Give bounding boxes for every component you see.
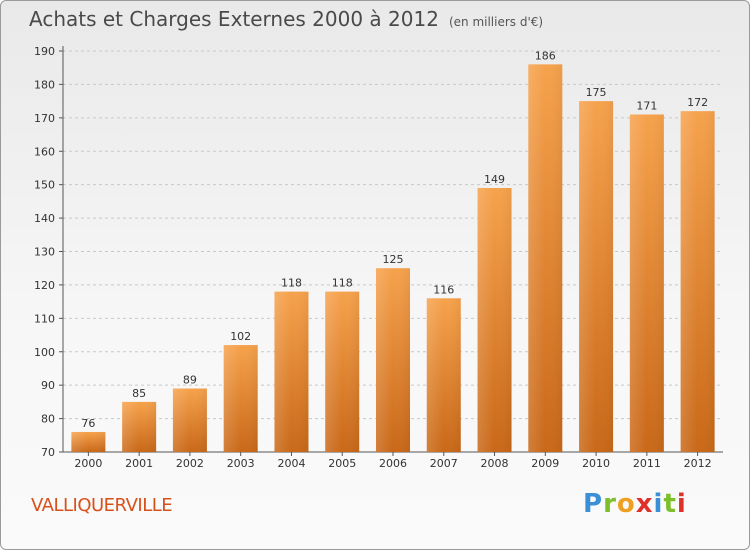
x-tick-label: 2009 <box>531 457 559 470</box>
title-text: Achats et Charges Externes 2000 à 2012 <box>29 7 439 31</box>
chart-title: Achats et Charges Externes 2000 à 2012 (e… <box>29 7 543 31</box>
value-label: 149 <box>484 173 505 186</box>
bar-sheen <box>122 401 157 452</box>
bar-sheen <box>376 268 410 452</box>
x-tick-label: 2003 <box>227 457 255 470</box>
value-label: 172 <box>687 96 708 109</box>
y-tick-label: 170 <box>34 112 55 125</box>
bar-sheen <box>172 388 207 452</box>
value-label: 186 <box>535 49 556 62</box>
value-label: 125 <box>383 253 404 266</box>
bar-2008 <box>477 188 512 452</box>
value-label: 76 <box>81 417 95 430</box>
bar-2006 <box>376 268 410 452</box>
x-tick-label: 2001 <box>125 457 153 470</box>
logo-letter: r <box>603 489 617 519</box>
x-tick-label: 2005 <box>328 457 356 470</box>
bar-2009 <box>528 64 563 452</box>
y-tick-label: 130 <box>34 246 55 259</box>
x-tick-label: 2012 <box>684 457 712 470</box>
x-tick-label: 2010 <box>582 457 610 470</box>
y-tick-label: 190 <box>34 45 55 58</box>
y-tick-label: 100 <box>34 346 55 359</box>
y-tick-label: 70 <box>41 446 55 459</box>
x-tick-label: 2004 <box>277 457 305 470</box>
y-tick-label: 150 <box>34 179 55 192</box>
chart-subtitle: (en milliers d'€) <box>448 15 544 29</box>
y-tick-label: 120 <box>34 279 55 292</box>
value-label: 89 <box>183 374 197 387</box>
bar-sheen <box>680 111 715 453</box>
x-tick-label: 2000 <box>74 457 102 470</box>
y-tick-label: 180 <box>34 78 55 91</box>
logo-letter: i <box>676 489 687 519</box>
y-tick-label: 140 <box>34 212 55 225</box>
y-tick-label: 80 <box>41 413 55 426</box>
bar-sheen <box>223 345 258 452</box>
proxiti-logo: Proxiti <box>583 489 687 519</box>
label-layer: 2000 76 2001 85 2002 89 2003 102 2004 118 2005 118 2… <box>74 49 711 470</box>
bar-2007 <box>426 298 461 452</box>
value-label: 85 <box>132 387 146 400</box>
logo-letter: t <box>663 489 677 519</box>
value-label: 102 <box>230 330 251 343</box>
logo-letter: o <box>616 489 636 519</box>
bar-sheen <box>71 431 106 452</box>
bar-2002 <box>172 388 207 452</box>
x-tick-label: 2008 <box>481 457 509 470</box>
bar-sheen <box>426 298 461 452</box>
y-tick-label: 90 <box>41 379 55 392</box>
x-tick-label: 2007 <box>430 457 458 470</box>
bar-sheen <box>579 101 614 452</box>
x-tick-label: 2002 <box>176 457 204 470</box>
x-tick-label: 2011 <box>633 457 661 470</box>
bar-2001 <box>122 401 157 452</box>
y-tick-label: 160 <box>34 145 55 158</box>
x-tick-label: 2006 <box>379 457 407 470</box>
bar-layer <box>71 64 715 453</box>
bar-2004 <box>274 291 309 452</box>
y-tick-label: 110 <box>34 312 55 325</box>
bar-2012 <box>680 111 715 453</box>
bar-sheen <box>629 114 664 452</box>
bar-2011 <box>629 114 664 452</box>
value-label: 171 <box>636 99 657 112</box>
bar-2003 <box>223 345 258 452</box>
logo-letter: i <box>653 489 664 519</box>
bar-sheen <box>528 64 563 452</box>
bar-sheen <box>274 291 309 452</box>
value-label: 175 <box>586 86 607 99</box>
logo-letter: x <box>635 489 654 519</box>
bar-2010 <box>579 101 614 452</box>
value-label: 118 <box>281 277 302 290</box>
bar-sheen <box>477 188 512 452</box>
bar-2000 <box>71 431 106 452</box>
value-label: 116 <box>433 283 454 296</box>
value-label: 118 <box>332 277 353 290</box>
commune-name: VALLIQUERVILLE <box>31 495 173 516</box>
bar-sheen <box>325 291 360 452</box>
bar-2005 <box>325 291 360 452</box>
logo-letter: P <box>583 489 604 519</box>
